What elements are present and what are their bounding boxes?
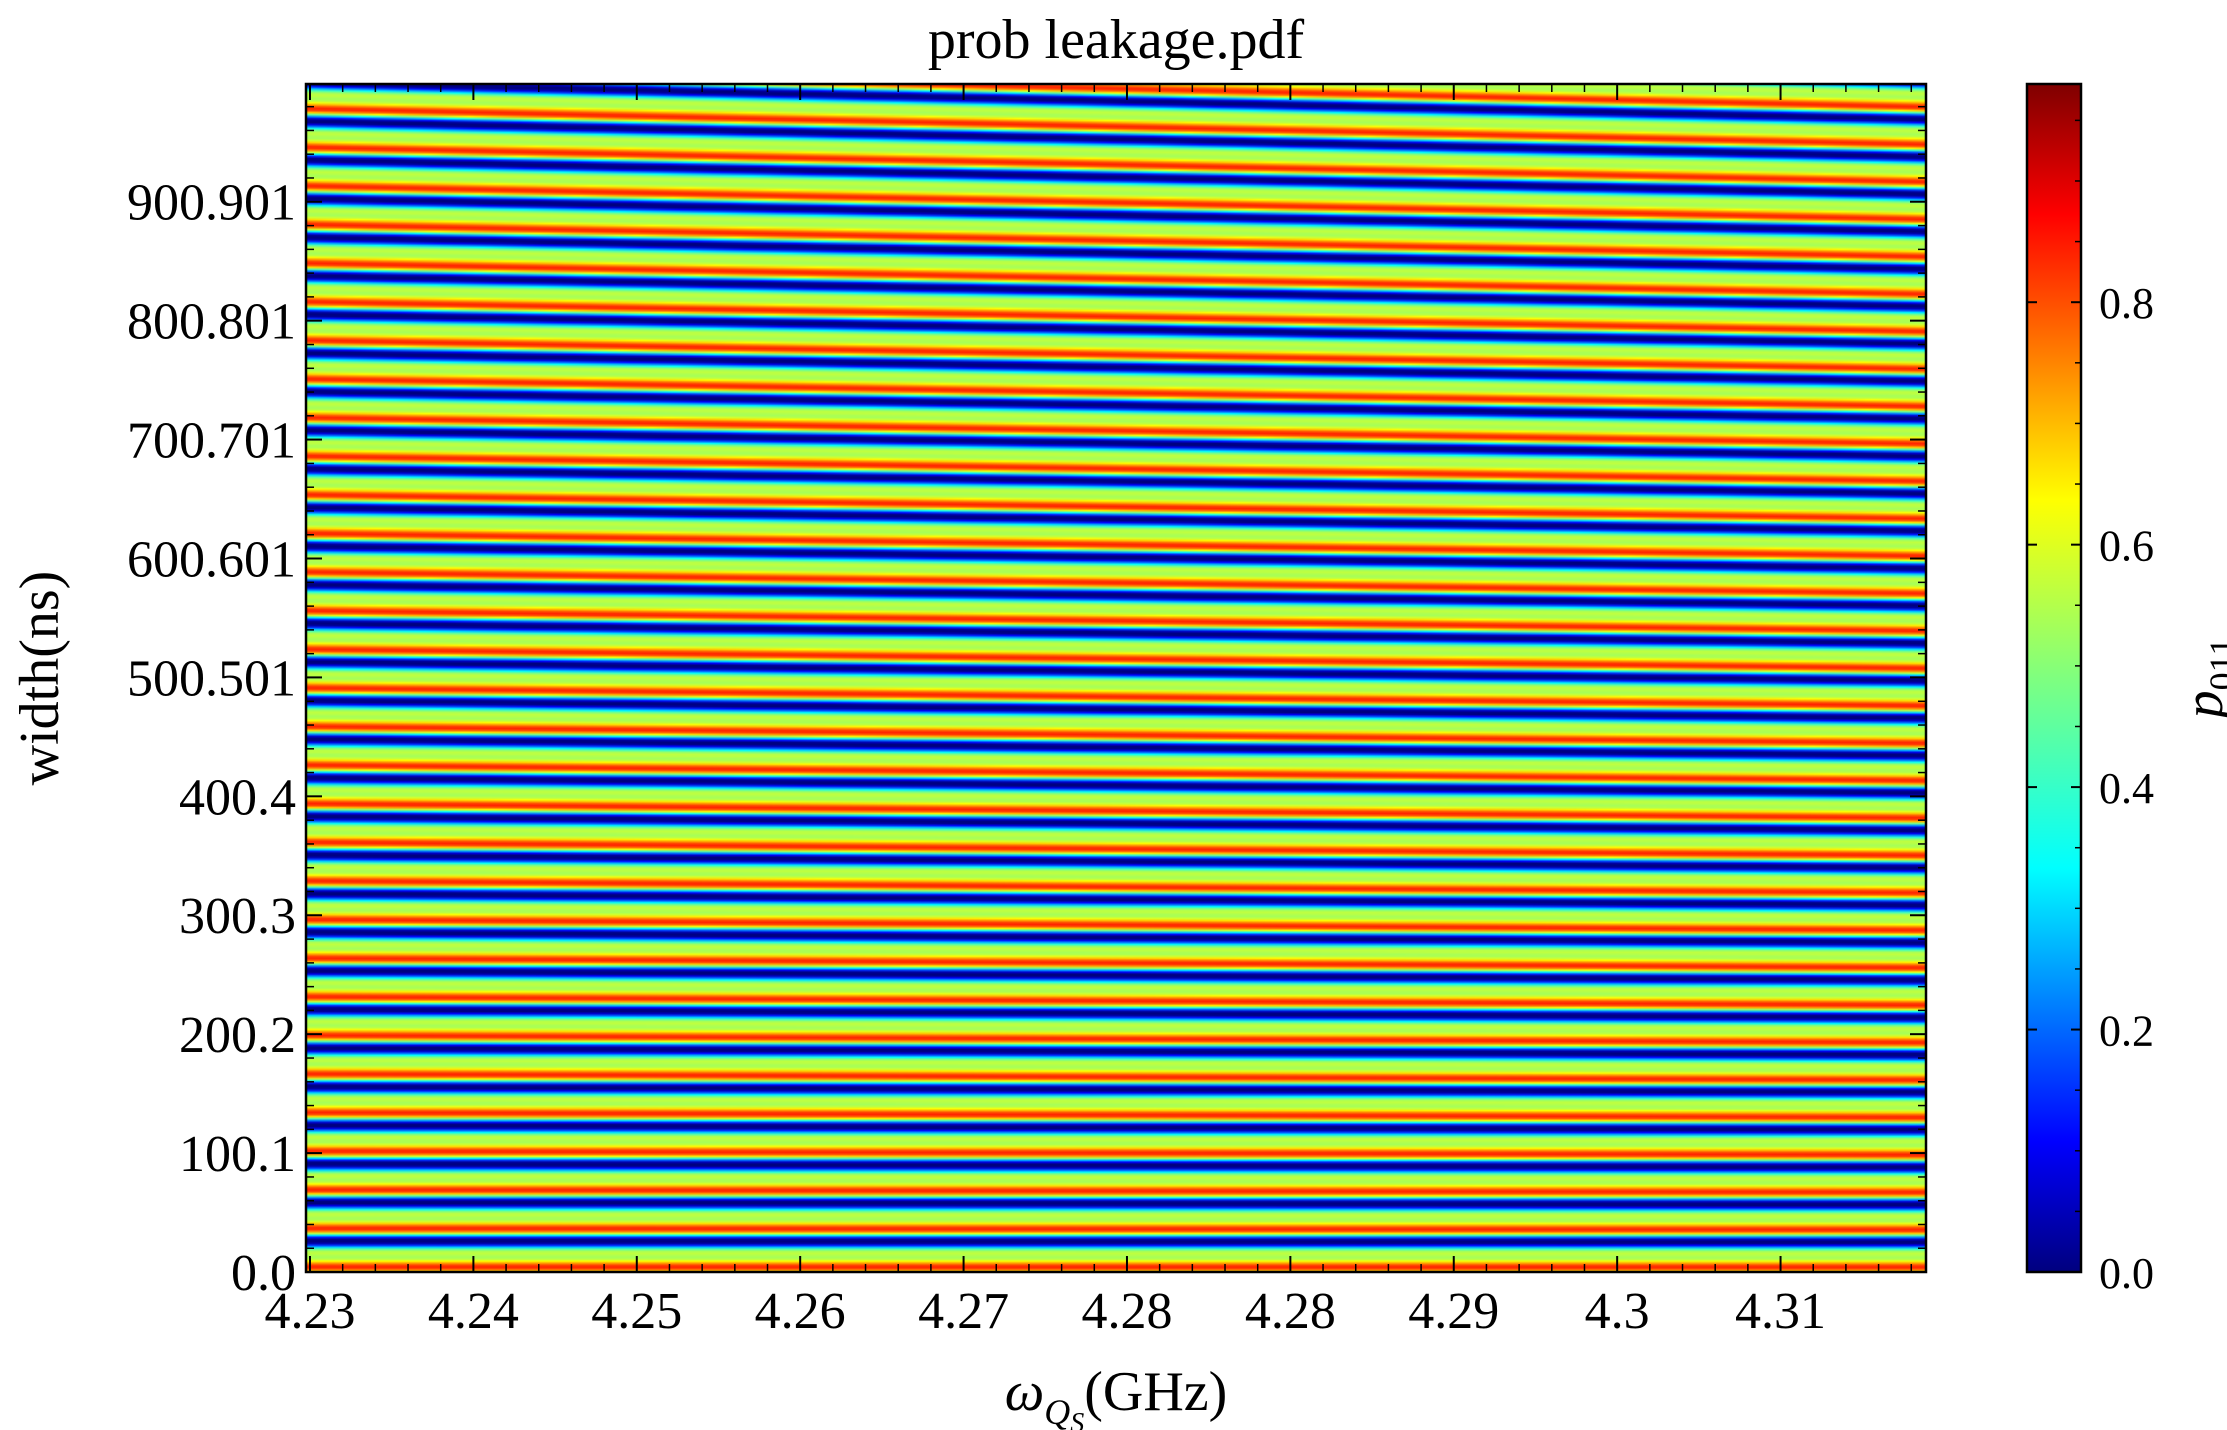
- x-tick-label: 4.25: [591, 1283, 682, 1340]
- colorbar-ticks: 0.0 0.2 0.4 0.6 0.8: [2027, 119, 2154, 1298]
- x-tick-label: 4.31: [1735, 1283, 1826, 1340]
- x-axis-label-unit: (GHz): [1084, 1361, 1227, 1423]
- y-tick-label: 800.801: [127, 294, 296, 351]
- colorbar-label-symbol: p: [2173, 690, 2227, 722]
- y-tick-label: 400.4: [179, 769, 296, 826]
- x-tick-label: 4.3: [1585, 1283, 1650, 1340]
- colorbar-tick-label: 0.6: [2099, 522, 2154, 571]
- x-axis-label: ωQS(GHz): [1005, 1361, 1228, 1430]
- colorbar-tick-label: 0.2: [2099, 1007, 2154, 1056]
- colorbar-tick-label: 0.0: [2099, 1249, 2154, 1298]
- y-tick-label: 200.2: [179, 1007, 296, 1064]
- x-tick-label: 4.29: [1408, 1283, 1499, 1340]
- y-tick-label: 600.601: [127, 531, 296, 588]
- colorbar: [2025, 82, 2083, 1274]
- colorbar-label: p011: [2173, 638, 2227, 723]
- y-tick-label: 0.0: [231, 1245, 296, 1302]
- x-axis-label-subsub: S: [1070, 1408, 1084, 1430]
- x-tick-label: 4.28: [1081, 1283, 1172, 1340]
- y-tick-label: 500.501: [127, 650, 296, 707]
- colorbar-tick-label: 0.4: [2099, 764, 2154, 813]
- y-tick-label: 700.701: [127, 413, 296, 470]
- x-tick-label: 4.27: [918, 1283, 1009, 1340]
- x-axis-label-symbol: ω: [1005, 1361, 1045, 1423]
- heatmap-plot: [306, 84, 1926, 1272]
- y-tick-label: 100.1: [179, 1126, 296, 1183]
- colorbar-tick-label: 0.8: [2099, 279, 2154, 328]
- y-tick-label: 300.3: [179, 888, 296, 945]
- y-axis-ticks: 0.0 100.1 200.2 300.3 400.4 500.501 600.601 700…: [127, 105, 1926, 1302]
- chart-title: prob leakage.pdf: [928, 9, 1305, 71]
- x-tick-label: 4.28: [1245, 1283, 1336, 1340]
- y-axis-label: width(ns): [9, 571, 71, 786]
- x-tick-label: 4.23: [265, 1283, 356, 1340]
- x-axis-label-sub: Q: [1044, 1392, 1070, 1430]
- x-tick-label: 4.26: [755, 1283, 846, 1340]
- x-tick-label: 4.24: [428, 1283, 519, 1340]
- x-axis-ticks: 4.23 4.24 4.25 4.26 4.27 4.28 4.28 4.29 4.3 4.31: [265, 84, 1913, 1340]
- y-tick-label: 900.901: [127, 175, 296, 232]
- heatmap-image: [306, 84, 1926, 1272]
- colorbar-label-sub: 011: [2202, 638, 2227, 691]
